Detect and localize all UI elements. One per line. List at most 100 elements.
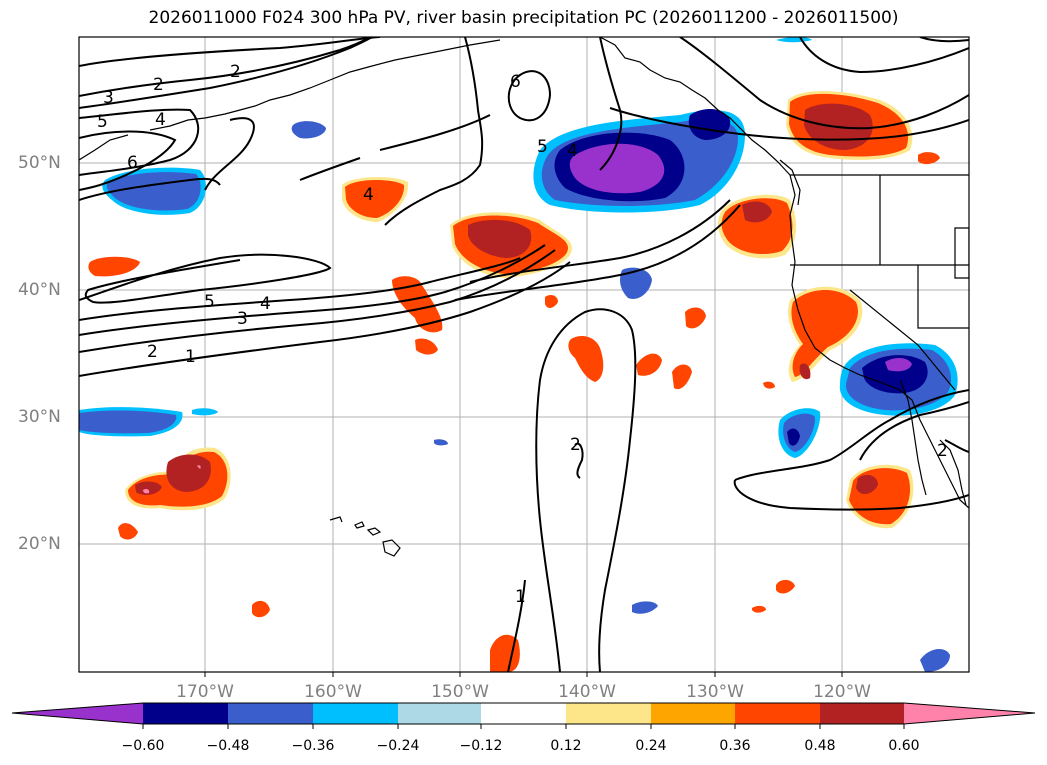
- anomaly-small-p9: [490, 634, 520, 672]
- contour-label-1a: 1: [185, 347, 196, 367]
- california-nevada-border: [849, 289, 956, 391]
- coastlines: [79, 37, 969, 557]
- colorbar-ticks: [142, 724, 905, 729]
- contour-label-2c: 2: [147, 342, 158, 362]
- anomaly-small-p10: [252, 600, 270, 618]
- contour-label-2a: 2: [230, 62, 241, 82]
- positive-precip-anomalies: [88, 91, 940, 672]
- great-salt-lake-box: [954, 227, 969, 279]
- anomaly-small-p3: [415, 338, 438, 355]
- anomaly-california-coast: [788, 286, 863, 382]
- anomaly-gulf-of-alaska: [533, 108, 745, 213]
- longitude-label-140w: 140°W: [558, 682, 616, 702]
- pv-contour-5-central: [384, 37, 484, 226]
- contour-label-5a: 5: [97, 112, 108, 132]
- anomaly-small-3: [434, 439, 448, 446]
- pv-contour-2-ne: [944, 439, 969, 453]
- anomaly-small-p1: [88, 256, 140, 277]
- anomaly-small-p4: [568, 336, 604, 382]
- contour-label-4b: 4: [567, 141, 578, 161]
- colorbar-segment: [313, 703, 398, 724]
- pv-contour-4-central: [599, 37, 623, 171]
- pv-contour-3-east: [609, 107, 969, 141]
- anomaly-small-p11: [118, 523, 138, 540]
- pv-contour-1-central: [454, 204, 741, 301]
- colorbar-segment: [481, 703, 566, 724]
- anomaly-pacific-northwest: [786, 91, 940, 165]
- anomaly-north-pacific-47n: [342, 177, 409, 222]
- anomaly-small-2: [192, 408, 218, 416]
- colorbar-segment: [820, 703, 904, 724]
- anomaly-small-p14: [763, 381, 775, 389]
- colorbar-label: −0.12: [459, 738, 503, 754]
- hawaii-big-island: [382, 539, 401, 557]
- anomaly-small-p5: [636, 353, 662, 376]
- contour-label-4c: 4: [363, 185, 374, 205]
- anomaly-small-p13: [752, 605, 766, 613]
- contour-label-6b: 6: [510, 72, 521, 92]
- pv-contours: [79, 37, 969, 672]
- anomaly-oregon-coast: [717, 194, 797, 259]
- hawaii-island-2: [354, 521, 365, 529]
- colorbar-segment: [651, 703, 735, 724]
- anomaly-small-p8: [545, 294, 558, 308]
- pv-contour-1-trough: [535, 308, 637, 672]
- pv-contour-2-west: [79, 249, 556, 353]
- pv-contour-4-east: [679, 37, 969, 130]
- pv-contour-1-southeast: [733, 479, 969, 511]
- colorbar-label: −0.24: [376, 738, 420, 754]
- anomaly-offshore-25n: [778, 408, 821, 458]
- colorbar-extend-max: [904, 703, 1035, 724]
- colorbar-extend-min: [12, 703, 143, 724]
- colorbar-label: 0.60: [888, 738, 920, 754]
- nevada-border: [917, 265, 969, 329]
- pv-contour-6-east: [919, 37, 969, 43]
- colorbar-label: 0.24: [635, 738, 667, 754]
- colorbar-segment: [398, 703, 481, 724]
- anomaly-subtropical-west: [125, 447, 231, 511]
- contour-label-4a: 4: [155, 110, 166, 130]
- pv-contour-3b: [204, 117, 255, 191]
- colorbar-segment: [228, 703, 313, 724]
- negative-precip-anomalies: [79, 37, 958, 672]
- map-frame: [78, 36, 970, 673]
- contour-label-3a: 3: [103, 88, 114, 108]
- anomaly-small-p6: [685, 307, 706, 329]
- pv-contour-3-west: [79, 244, 546, 336]
- pv-contour-6-ring: [507, 70, 552, 122]
- contour-label-1b: 1: [515, 587, 526, 607]
- pv-contour-3-north: [79, 37, 373, 109]
- pv-contour-2-central: [469, 199, 731, 283]
- contour-label-3c: 3: [237, 309, 248, 329]
- colorbar-label: −0.60: [121, 738, 165, 754]
- contour-label-5c: 5: [204, 292, 215, 312]
- latitude-label-50n: 50°N: [18, 153, 61, 173]
- pv-contour-5-east: [799, 37, 969, 74]
- latitude-label-30n: 30°N: [18, 407, 61, 427]
- contour-label-4d: 4: [260, 294, 271, 314]
- gulf-of-california: [939, 439, 967, 506]
- pv-contour-2-small: [574, 442, 584, 479]
- pv-contour-3-southeast: [859, 401, 969, 461]
- anomaly-north-pacific-45n: [450, 212, 572, 278]
- pv-contour-4-north: [79, 108, 200, 176]
- colorbar-label: −0.36: [291, 738, 335, 754]
- anomaly-small-p2: [392, 276, 443, 333]
- north-america-coast: [599, 37, 969, 509]
- pv-contour-2-north: [79, 37, 381, 67]
- hawaii-island-3: [366, 527, 382, 536]
- longitude-label-130w: 130°W: [686, 682, 744, 702]
- colorbar: [11, 702, 1036, 729]
- hawaii-island-1: [329, 516, 343, 523]
- anomaly-small-4: [620, 267, 652, 299]
- pv-contour-1-west: [79, 261, 571, 377]
- latitude-label-20n: 20°N: [18, 534, 61, 554]
- contour-labels: 2 2 3 5 4 6 6 5 4 4 5 4 3 2 1 2 1 2: [97, 62, 948, 607]
- colorbar-segment: [566, 703, 651, 724]
- colorbar-segment: [143, 703, 228, 724]
- anomaly-small-p12: [776, 579, 795, 594]
- contour-label-2b: 2: [153, 75, 164, 95]
- longitude-ticks: [204, 672, 843, 677]
- anomaly-small-5: [632, 601, 658, 614]
